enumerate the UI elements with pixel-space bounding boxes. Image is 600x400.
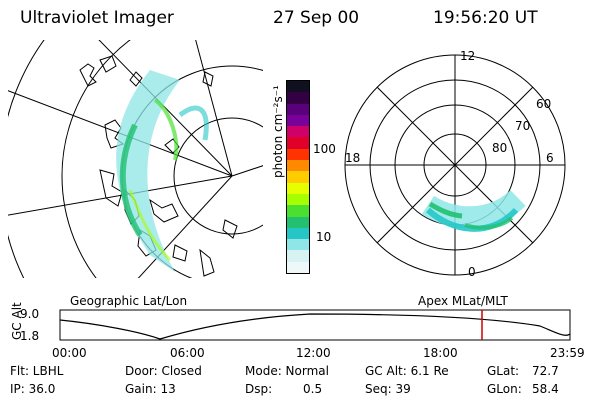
colorbar-segment [287, 137, 309, 149]
colorbar-tick-10: 10 [316, 230, 332, 244]
colorbar-segment [287, 227, 309, 240]
info-glat-value: 72.7 [532, 364, 559, 378]
colorbar-segment [287, 193, 309, 206]
timeline-y-tick-top: 9.0 [20, 307, 40, 321]
time-label: 19:56:20 UT [433, 8, 538, 28]
info-glon-label: GLon: [487, 382, 522, 396]
info-door: Door: Closed [125, 364, 202, 378]
colorbar-segment [287, 92, 309, 104]
info-mode: Mode: Normal [245, 364, 329, 378]
timeline-y-tick-bottom: 1.8 [20, 329, 40, 343]
timeline-x-tick-2: 12:00 [296, 346, 331, 360]
polar-label-60: 60 [536, 97, 551, 111]
mlat-mlt-polar-plot: 12 60 70 80 18 6 0 [344, 49, 566, 279]
info-seq: Seq: 39 [365, 382, 411, 396]
colorbar-segment [287, 239, 309, 251]
colorbar-segment [287, 103, 309, 115]
timeline-title-left: Geographic Lat/Lon [70, 294, 188, 308]
date-label: 27 Sep 00 [273, 8, 360, 28]
timeline-x-tick-1: 06:00 [170, 346, 205, 360]
colorbar-segment [287, 261, 309, 274]
timeline-x-tick-0: 00:00 [52, 346, 87, 360]
info-glat-label: GLat: [487, 364, 520, 378]
colorbar-segment [287, 205, 309, 217]
timeline-x-tick-4: 23:59 [550, 346, 585, 360]
timeline-title-right: Apex MLat/MLT [418, 294, 508, 308]
polar-label-18: 18 [345, 151, 360, 165]
colorbar-segment [287, 250, 309, 262]
info-gcalt: GC Alt: 6.1 Re [365, 364, 449, 378]
orbit-altitude-timeline [59, 309, 571, 341]
colorbar-segment [287, 81, 309, 93]
polar-label-70: 70 [515, 119, 530, 133]
info-gain: Gain: 13 [125, 382, 176, 396]
polar-label-80: 80 [492, 141, 507, 155]
info-flt: Flt: LBHL [10, 364, 64, 378]
colorbar-segment [287, 160, 309, 172]
colorbar-segment [287, 216, 309, 228]
colorbar-tick-100: 100 [313, 142, 336, 156]
info-dsp-label: Dsp: [245, 382, 273, 396]
colorbar-segment [287, 114, 309, 127]
colorbar-segment [287, 148, 309, 161]
timeline-x-tick-3: 18:00 [423, 346, 458, 360]
polar-label-12: 12 [460, 49, 475, 63]
colorbar-segment [287, 171, 309, 183]
colorbar-unit-label: photon cm⁻²s⁻¹ [271, 85, 285, 178]
colorbar-segment [287, 126, 309, 138]
polar-label-0: 0 [468, 265, 476, 279]
instrument-title: Ultraviolet Imager [20, 8, 174, 28]
colorbar-segment [287, 182, 309, 194]
colorbar [286, 80, 310, 274]
geographic-map [8, 40, 263, 278]
polar-label-6: 6 [546, 151, 554, 165]
info-ip: IP: 36.0 [10, 382, 56, 396]
info-glon-value: 58.4 [532, 382, 559, 396]
info-dsp-value: 0.5 [303, 382, 323, 396]
